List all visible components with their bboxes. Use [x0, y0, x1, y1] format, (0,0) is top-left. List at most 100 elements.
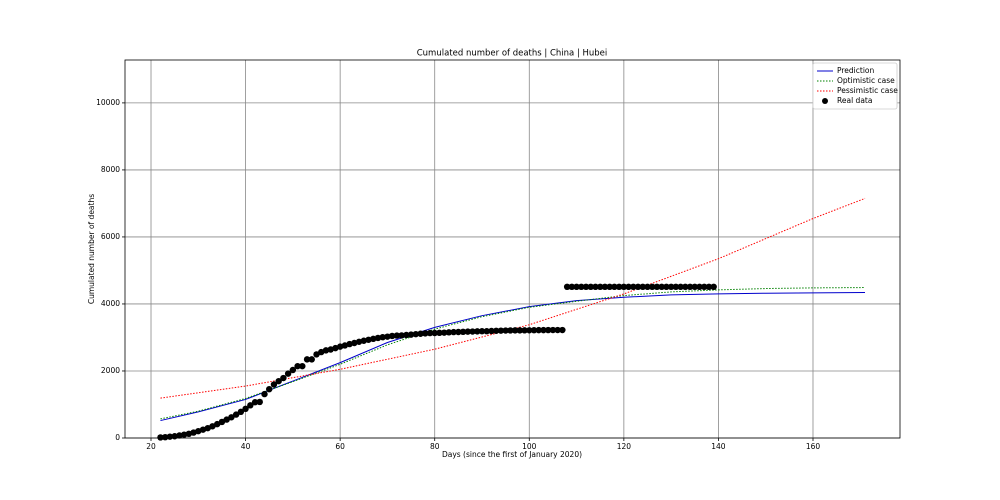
- data-point: [422, 330, 429, 337]
- data-point: [592, 283, 599, 290]
- data-point: [563, 283, 571, 290]
- data-point: [549, 326, 557, 334]
- data-point: [663, 283, 670, 290]
- x-tick-label: 160: [806, 442, 821, 451]
- data-point: [171, 433, 178, 440]
- data-point: [450, 328, 457, 336]
- data-point: [407, 331, 415, 338]
- data-point: [483, 328, 490, 335]
- data-point: [601, 283, 609, 290]
- chart-title: Cumulated number of deaths | China | Hub…: [417, 49, 608, 59]
- x-tick-label: 80: [430, 442, 440, 451]
- data-point: [677, 283, 684, 290]
- data-point: [242, 405, 249, 413]
- legend-box: [812, 62, 898, 110]
- data-point: [270, 381, 278, 388]
- data-point: [705, 283, 713, 290]
- data-point: [256, 398, 263, 406]
- data-point: [161, 433, 169, 441]
- data-point: [521, 327, 528, 334]
- data-point: [232, 411, 240, 418]
- data-point: [403, 331, 410, 339]
- data-point: [492, 327, 500, 334]
- x-axis-label: Days (since the first of January 2020): [442, 450, 582, 459]
- data-point: [322, 347, 330, 354]
- data-point: [497, 327, 505, 334]
- data-point: [237, 408, 245, 416]
- data-point: [474, 328, 481, 335]
- data-point: [597, 283, 604, 290]
- data-point: [644, 283, 651, 290]
- data-point: [398, 332, 405, 339]
- data-point: [166, 433, 174, 440]
- data-point: [530, 327, 538, 334]
- data-point: [176, 432, 183, 439]
- data-point: [426, 329, 434, 337]
- data-point: [630, 283, 637, 290]
- y-tick-label: 0: [115, 433, 120, 442]
- legend-label: Optimistic case: [837, 76, 895, 85]
- data-point: [313, 351, 320, 358]
- legend-label: Real data: [837, 96, 872, 105]
- data-point: [691, 283, 698, 290]
- data-point: [511, 327, 519, 334]
- data-point: [672, 283, 680, 290]
- data-point: [228, 414, 235, 421]
- data-point: [417, 330, 424, 337]
- legend-label: Pessimistic case: [837, 86, 898, 95]
- data-point: [299, 362, 306, 370]
- data-point: [615, 283, 623, 290]
- data-point: [540, 326, 547, 334]
- data-point: [667, 283, 675, 290]
- data-point: [289, 366, 297, 374]
- data-point: [545, 326, 552, 334]
- data-point: [280, 374, 287, 382]
- data-point: [658, 283, 665, 290]
- data-point: [223, 416, 230, 423]
- data-point: [710, 283, 717, 290]
- data-point: [180, 431, 188, 438]
- data-point: [284, 370, 292, 377]
- data-point: [261, 390, 268, 398]
- data-point: [218, 418, 226, 426]
- data-point: [459, 328, 467, 336]
- data-point: [431, 329, 438, 337]
- data-point: [370, 335, 377, 343]
- data-point: [251, 399, 259, 406]
- plot-frame: [124, 59, 901, 439]
- x-tick-label: 20: [146, 442, 156, 451]
- data-point: [516, 327, 524, 334]
- y-axis-label: Cumulated number of deaths: [87, 194, 96, 304]
- data-point: [686, 283, 694, 290]
- data-point: [653, 283, 661, 290]
- data-point: [611, 283, 618, 290]
- data-point: [436, 329, 443, 337]
- series-line: [160, 287, 866, 420]
- data-point: [507, 327, 514, 334]
- data-point: [374, 334, 382, 342]
- data-point: [559, 326, 566, 334]
- data-point: [582, 283, 590, 290]
- y-tick-label: 10000: [96, 98, 120, 107]
- x-tick-label: 60: [335, 442, 345, 451]
- legend-marker: [822, 98, 828, 104]
- data-point: [303, 356, 311, 363]
- data-point: [526, 327, 533, 334]
- y-tick-label: 6000: [101, 232, 120, 241]
- data-point: [440, 329, 448, 336]
- x-tick-label: 140: [711, 442, 726, 451]
- data-point: [412, 330, 420, 338]
- legend-label: Prediction: [837, 66, 875, 75]
- x-tick-label: 100: [522, 442, 537, 451]
- data-point: [578, 283, 585, 290]
- series-line: [160, 292, 866, 422]
- data-point: [247, 402, 254, 409]
- data-point: [308, 356, 315, 363]
- data-point: [502, 327, 509, 334]
- data-point: [620, 283, 628, 290]
- data-point: [634, 283, 642, 290]
- data-point: [388, 332, 396, 340]
- x-tick-label: 120: [617, 442, 632, 451]
- data-point: [445, 329, 453, 336]
